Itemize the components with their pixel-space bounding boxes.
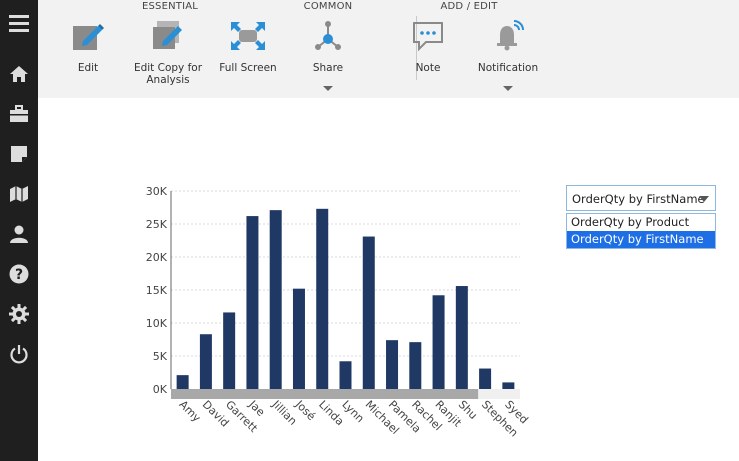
share-icon [298, 16, 358, 56]
home-icon[interactable] [0, 54, 38, 94]
bar [386, 340, 399, 389]
help-icon[interactable]: ? [0, 254, 38, 294]
notification-label: Notification [477, 62, 539, 74]
power-icon[interactable] [0, 334, 38, 374]
note-icon[interactable] [0, 134, 38, 174]
group-title-common: COMMON [303, 1, 353, 12]
metric-select[interactable]: OrderQty by FirstName [566, 185, 716, 211]
edit-copy-label: Edit Copy for Analysis [133, 62, 203, 86]
share-label: Share [312, 62, 344, 74]
note-label: Note [415, 62, 441, 74]
group-title-add-edit: ADD / EDIT [440, 1, 498, 12]
share-dropdown-caret[interactable] [323, 86, 333, 91]
full-screen-button[interactable]: Full Screen [218, 16, 278, 74]
svg-text:?: ? [15, 267, 23, 283]
bar [223, 312, 236, 389]
y-tick-label: 30K [146, 185, 168, 198]
bar [455, 286, 468, 389]
toolbar: ESSENTIAL COMMON ADD / EDIT Edit Edit Co… [38, 0, 739, 98]
bar [176, 375, 189, 389]
settings-icon[interactable] [0, 294, 38, 334]
bar [292, 288, 305, 389]
metric-options-list: OrderQty by Product OrderQty by FirstNam… [566, 213, 716, 249]
briefcase-icon[interactable] [0, 94, 38, 134]
note-button[interactable]: Note [398, 16, 458, 74]
map-icon[interactable] [0, 174, 38, 214]
bell-icon [473, 16, 543, 56]
option-orderqty-by-firstname[interactable]: OrderQty by FirstName [567, 231, 715, 248]
edit-copy-icon [128, 16, 208, 56]
y-tick-label: 0K [153, 383, 168, 396]
metric-select-value: OrderQty by FirstName [572, 192, 705, 206]
notification-dropdown-caret[interactable] [503, 86, 513, 91]
chevron-down-icon [699, 196, 709, 202]
share-button[interactable]: Share [298, 16, 358, 74]
bar [362, 236, 375, 389]
scrollbar-thumb [171, 389, 479, 399]
toolbar-separator [416, 16, 417, 80]
group-title-essential: ESSENTIAL [141, 1, 199, 12]
x-tick-label: Amy [177, 398, 204, 425]
bar [339, 361, 352, 389]
note-bubble-icon [398, 16, 458, 56]
user-icon[interactable] [0, 214, 38, 254]
edit-label: Edit [77, 62, 99, 74]
bar [409, 342, 422, 389]
x-tick-label: Jillian [269, 397, 300, 428]
bar [199, 334, 212, 389]
y-tick-label: 5K [153, 350, 168, 363]
y-tick-label: 25K [146, 218, 168, 231]
notification-button[interactable]: Notification [473, 16, 543, 74]
edit-icon [58, 16, 118, 56]
option-orderqty-by-product[interactable]: OrderQty by Product [571, 215, 690, 229]
bar [246, 216, 259, 389]
y-tick-label: 10K [146, 317, 168, 330]
y-tick-label: 20K [146, 251, 168, 264]
sidebar: ? [0, 0, 38, 461]
edit-button[interactable]: Edit [58, 16, 118, 74]
edit-copy-for-analysis-button[interactable]: Edit Copy for Analysis [128, 16, 208, 86]
full-screen-icon [218, 16, 278, 56]
bar [502, 382, 515, 389]
bar [432, 295, 445, 389]
menu-icon[interactable] [0, 3, 38, 43]
bar [269, 210, 282, 389]
x-tick-label: Linda [316, 398, 346, 428]
full-screen-label: Full Screen [219, 62, 277, 74]
bar [479, 368, 492, 389]
bar [316, 208, 329, 389]
y-tick-label: 15K [146, 284, 168, 297]
